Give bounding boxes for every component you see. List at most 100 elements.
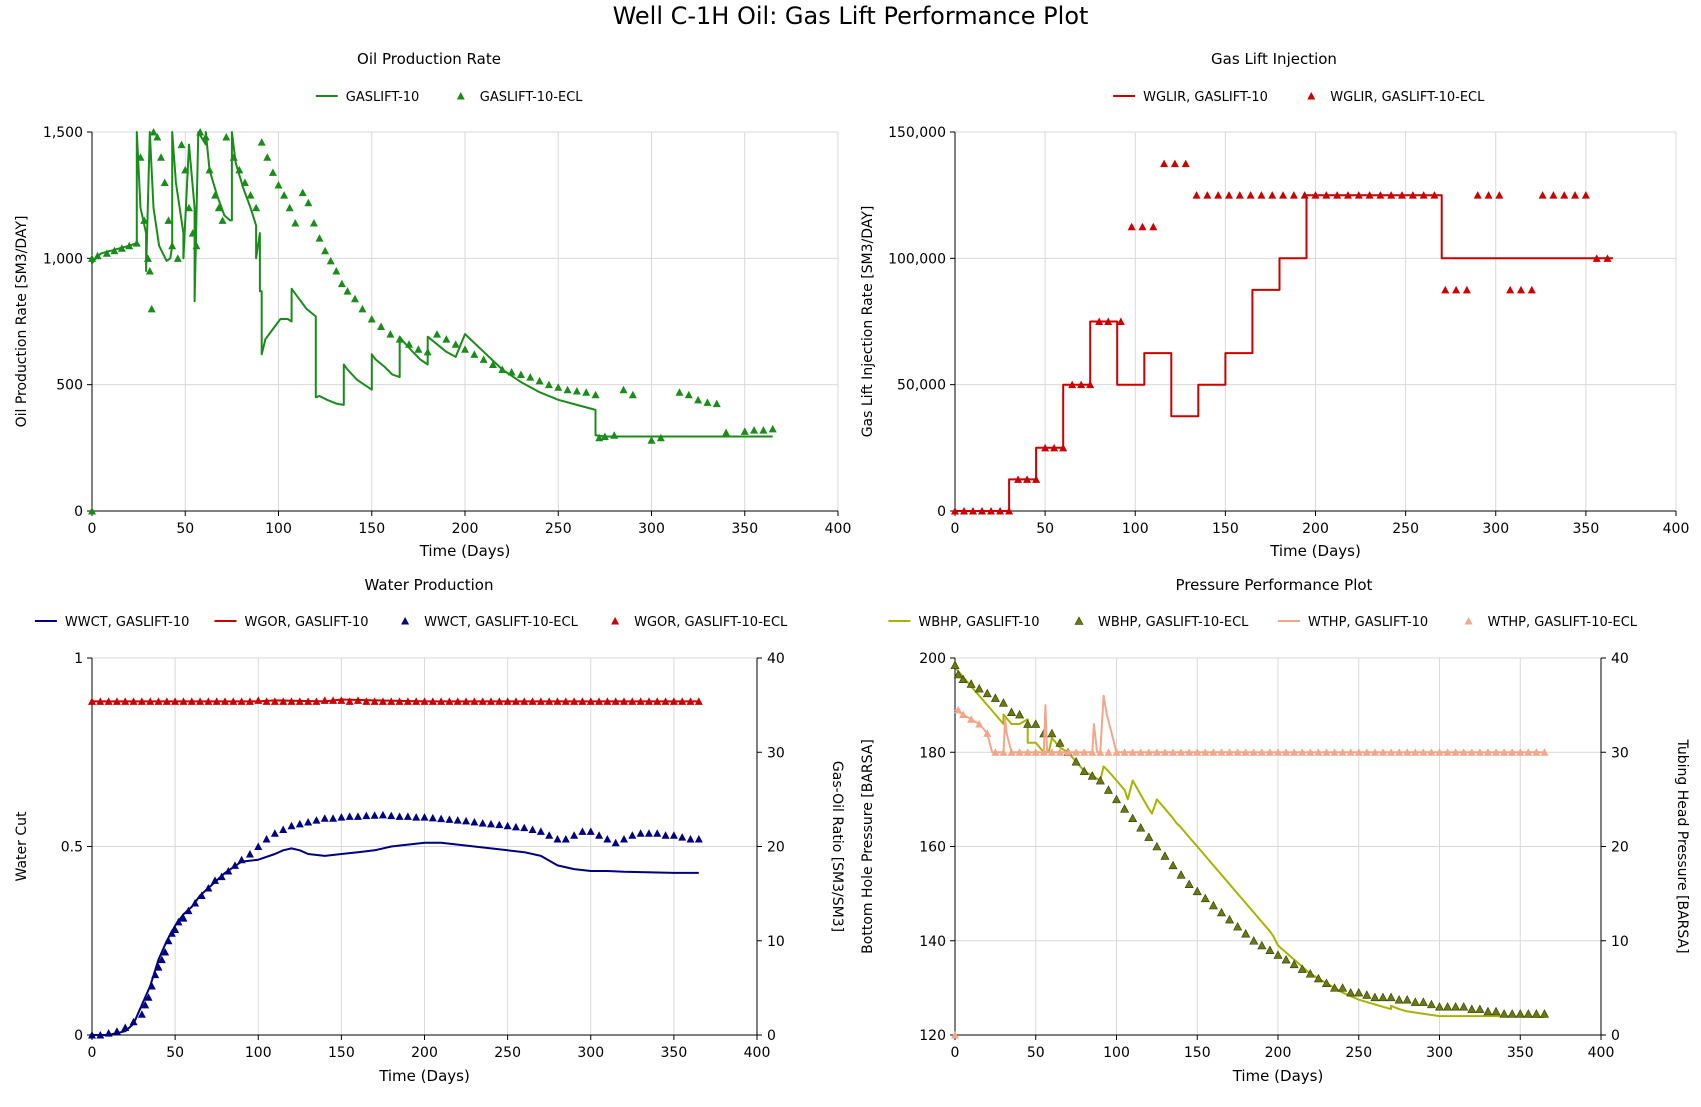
axes [87,132,838,516]
data-point [462,697,471,705]
y2-axis-label: Gas-Oil Ratio [SM3/SM3] [829,761,845,932]
data-point [96,697,105,705]
data-point [191,899,200,907]
data-point [953,669,963,679]
data-point [561,697,570,705]
data-point [1338,748,1347,756]
data-point [520,823,529,832]
series-markers [88,128,777,515]
data-point [620,697,628,705]
legend-marker-swatch [611,617,620,625]
data-point [274,181,283,189]
data-point [1077,380,1086,389]
data-point [967,715,976,723]
plot-area [88,696,703,1039]
data-point [295,819,304,828]
data-point [112,697,121,705]
grid [955,131,1677,512]
data-point [996,507,1005,515]
data-point [1217,748,1226,756]
data-point [151,970,160,979]
data-point [1185,748,1194,756]
legend-label: WWCT, GASLIFT-10-ECL [424,615,578,630]
data-point [669,831,678,839]
data-point [1538,191,1547,199]
data-point [171,697,180,705]
data-point [262,697,271,705]
series-markers [951,159,1612,515]
data-point [1452,285,1461,294]
data-point [1208,900,1218,910]
x-tick-label: 150 [358,521,385,537]
data-point [553,697,562,705]
legend-marker-swatch [456,92,465,100]
data-point [329,814,338,822]
data-point [528,825,537,834]
data-point [164,216,173,224]
data-point [950,660,960,669]
data-point [205,165,214,174]
data-point [1265,748,1274,756]
data-point [1193,748,1202,756]
data-point [451,340,460,348]
data-point [1023,748,1032,756]
data-point [433,330,442,338]
data-point [503,697,512,705]
data-point [511,822,520,831]
data-point [168,241,177,250]
data-point [586,827,595,835]
data-point [958,674,968,684]
y-tick-label: 1,000 [43,251,83,267]
data-point [595,831,604,839]
data-point [132,239,141,247]
y-tick-label: 160 [919,840,946,856]
data-point [1408,191,1417,199]
data-point [1192,191,1201,199]
data-point [1603,254,1612,262]
data-point [1354,987,1364,997]
data-point [157,153,166,161]
data-point [414,345,423,353]
data-point [516,370,525,379]
data-point [1095,317,1104,325]
data-point [387,811,396,820]
data-point [1507,1009,1517,1018]
data-point [1306,748,1315,756]
data-point [1128,748,1137,756]
data-point [1313,973,1323,983]
data-point [1354,748,1363,756]
chart-title: Water Production [365,576,494,594]
data-point [1120,748,1129,756]
data-point [1297,964,1307,973]
data-point [1144,748,1153,756]
data-point [88,254,96,262]
data-point [644,829,653,837]
data-point [295,697,304,705]
data-point [179,914,188,922]
y-tick-label: 500 [56,378,83,394]
x-tick-label: 150 [1184,1045,1211,1061]
legend: GASLIFT-10 GASLIFT-10-ECL [315,90,583,105]
data-point [337,279,346,288]
data-point [535,376,544,385]
data-point [1007,707,1017,716]
data-point [254,696,263,704]
y-axis-label: Gas Lift Injection Rate [SM3/DAY] [860,206,876,438]
data-point [1279,191,1288,199]
data-point [137,697,146,705]
axes [950,658,1602,1040]
data-point [121,697,130,705]
data-point [88,1031,96,1039]
data-point [1338,983,1348,992]
data-point [1071,757,1081,766]
data-point [343,287,352,295]
data-point [1475,1004,1485,1013]
data-point [750,426,759,434]
data-point [1516,748,1525,756]
x-tick-label: 300 [638,521,665,537]
data-point [358,304,367,313]
y2-tick-label: 0 [1611,1028,1620,1044]
data-point [974,683,984,693]
data-point [428,813,437,822]
data-point [1508,748,1517,756]
